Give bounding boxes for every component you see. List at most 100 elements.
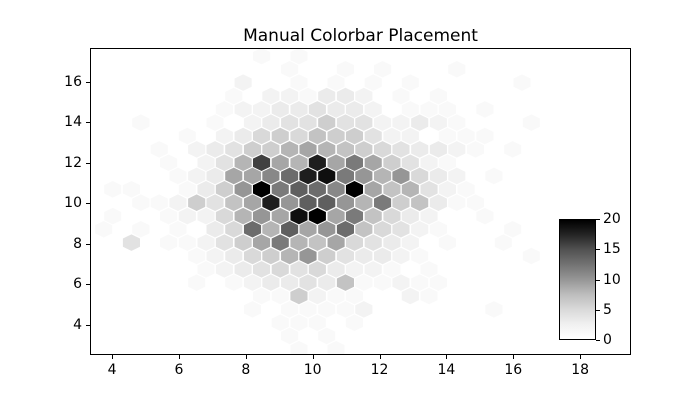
hexagon [318, 87, 336, 105]
hexagon [252, 207, 271, 225]
hexagon [160, 154, 178, 172]
hexagon [336, 167, 355, 185]
y-tick [86, 203, 90, 205]
hexagon [169, 167, 187, 185]
hexagon [178, 181, 196, 198]
hexagon [178, 127, 196, 145]
hexagon [234, 101, 252, 118]
hexagon [271, 101, 289, 118]
hexagon [234, 154, 252, 172]
hexagon [281, 301, 299, 318]
hexagon [290, 287, 308, 305]
hexagon [336, 301, 355, 318]
hexagon [299, 247, 317, 265]
hexagon [438, 181, 456, 198]
hexagon [234, 207, 252, 225]
hexagon [355, 274, 373, 291]
hexagon [355, 220, 373, 238]
colorbar-tick-label: 15 [603, 241, 621, 258]
hexagon [169, 194, 187, 211]
colorbar-tick-label: 20 [603, 211, 621, 227]
x-tick [513, 355, 515, 359]
hexagon [476, 101, 494, 118]
colorbar-tick [596, 279, 600, 281]
hexagon [281, 220, 299, 238]
hexagon [522, 247, 540, 265]
hexagon [318, 167, 336, 185]
hexagon [327, 181, 345, 198]
y-tick-label: 6 [73, 276, 82, 293]
hexagon [308, 154, 326, 172]
hexagon [308, 287, 326, 305]
hexagon [448, 194, 466, 211]
hexagon [271, 181, 289, 198]
hexagon [411, 114, 429, 131]
y-tick-label: 12 [64, 154, 82, 171]
hexagon [355, 194, 373, 211]
hexagon [234, 181, 252, 198]
hexagon [252, 154, 271, 172]
hexagon [383, 154, 401, 172]
hexagon [178, 234, 196, 251]
hexagon [466, 141, 485, 158]
hexagon [215, 154, 233, 172]
hexagon [271, 154, 289, 172]
hexagon [485, 301, 503, 318]
hexagon [252, 181, 271, 198]
hexagon [401, 74, 419, 91]
hexagon [281, 167, 299, 185]
hexagon [160, 234, 178, 251]
hexagon [243, 301, 262, 318]
hexagon [401, 127, 419, 145]
hexagon [281, 141, 299, 158]
hexagon [206, 247, 224, 265]
hexagon [364, 261, 382, 278]
hexagon [318, 114, 336, 131]
hexagon [252, 261, 271, 278]
hexagon [252, 101, 271, 118]
hexagon [308, 314, 326, 332]
hexagon [438, 154, 456, 172]
hexagon [336, 220, 355, 238]
y-tick [86, 81, 90, 83]
colorbar-tick [596, 340, 600, 341]
hexagon [522, 114, 540, 131]
hexagon [271, 314, 289, 332]
hexagon [299, 301, 317, 318]
hexagon [383, 234, 401, 251]
hexagon [411, 274, 429, 291]
hexagon [243, 114, 262, 131]
hexagon [308, 207, 326, 225]
hexagon [290, 74, 308, 91]
hexagon [392, 114, 410, 131]
hexagon [411, 194, 429, 211]
hexagon [476, 207, 494, 225]
hexagon [318, 247, 336, 265]
hexagon [392, 194, 410, 211]
hexagon [215, 127, 233, 145]
hexagon [132, 114, 150, 131]
hexagon [336, 274, 355, 291]
hexagon [281, 114, 299, 131]
hexagon [243, 247, 262, 265]
hexagon [318, 327, 336, 345]
hexagon [308, 101, 326, 118]
hexagon [345, 314, 364, 332]
hexagon [252, 127, 271, 145]
hexagon [383, 181, 401, 198]
hexagon [271, 287, 289, 305]
hexagon [513, 74, 531, 91]
hexagon [290, 101, 308, 118]
hexagon [225, 194, 243, 211]
hexagon [420, 101, 438, 118]
hexagon [392, 87, 410, 105]
hexagon [299, 87, 317, 105]
hexagon [438, 101, 456, 118]
hexagon [327, 101, 345, 118]
hexagon [290, 261, 308, 278]
hexagon [281, 87, 299, 105]
hexagon [122, 234, 141, 251]
hexagon [299, 167, 317, 185]
hexagon [429, 274, 447, 291]
hexagon [225, 167, 243, 185]
